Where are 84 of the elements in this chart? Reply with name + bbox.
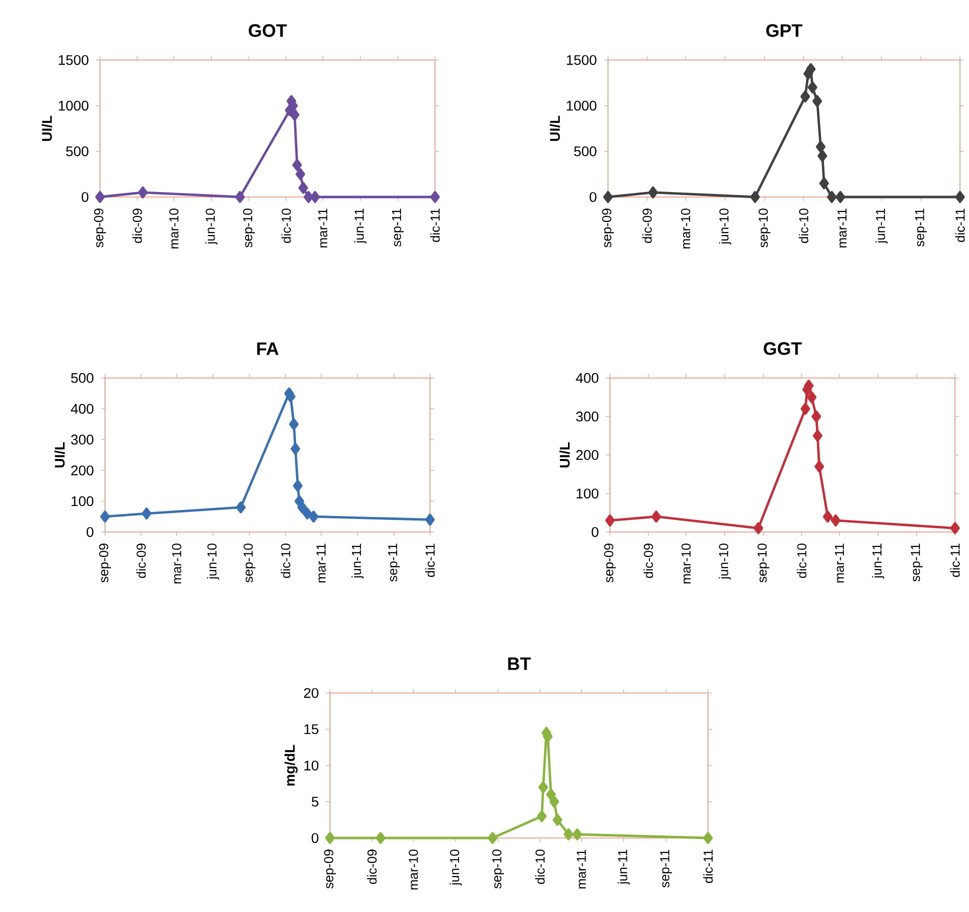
chart-title: GPT: [766, 24, 802, 37]
x-tick-label: sep-10: [243, 208, 255, 248]
y-tick-label: 400: [70, 404, 94, 414]
y-tick-label: 400: [576, 373, 598, 383]
y-tick-label: 0: [590, 192, 596, 202]
y-tick-label: 500: [71, 373, 94, 383]
x-tick-label: sep-09: [324, 850, 336, 888]
y-tick-label: 500: [66, 146, 88, 156]
x-tick-label: jun-10: [719, 208, 732, 245]
x-tick-label: sep-09: [94, 208, 106, 248]
y-tick-label: 0: [312, 833, 318, 843]
x-tick-label: dic-10: [280, 544, 290, 578]
chart-title: FA: [257, 342, 279, 355]
x-tick-label: jun-10: [450, 850, 462, 886]
x-tick-label: dic-11: [955, 208, 965, 242]
x-tick-label: sep-10: [244, 544, 256, 582]
x-tick-label: jun-11: [352, 544, 364, 579]
y-tick-label: 500: [574, 146, 596, 156]
y-tick-label: 10: [304, 760, 318, 770]
x-tick-label: mar-10: [172, 544, 182, 584]
x-tick-label: sep-10: [758, 544, 770, 582]
x-tick-label: jun-11: [875, 208, 888, 244]
x-tick-label: jun-10: [718, 544, 731, 580]
x-tick-label: dic-11: [950, 544, 960, 577]
x-tick-label: sep-11: [910, 544, 923, 582]
chart-title: BT: [508, 658, 531, 670]
y-tick-label: 1500: [58, 55, 88, 65]
x-tick-label: dic-10: [535, 850, 545, 884]
x-tick-label: sep-11: [915, 208, 927, 246]
x-tick-label: sep-09: [99, 544, 111, 582]
y-tick-label: 1000: [58, 100, 88, 111]
y-tick-label: 100: [72, 496, 94, 506]
x-tick-label: jun-11: [872, 544, 884, 579]
x-tick-label: dic-11: [703, 850, 713, 883]
x-tick-label: dic-09: [136, 544, 146, 578]
y-tick-label: 20: [304, 688, 318, 698]
y-tick-label: 1500: [566, 55, 596, 65]
x-tick-label: sep-11: [660, 850, 672, 888]
x-tick-label: dic-10: [796, 544, 806, 578]
x-tick-label: jun-10: [205, 208, 218, 245]
y-tick-label: 100: [576, 488, 598, 498]
y-tick-label: 1000: [566, 100, 596, 111]
x-tick-label: dic-09: [367, 850, 377, 884]
x-tick-label: mar-10: [169, 208, 178, 248]
y-axis-title: UI/L: [550, 116, 560, 141]
y-tick-label: 5: [312, 796, 318, 807]
y-axis-title: mg/dL: [284, 744, 298, 786]
chart-title: GOT: [248, 24, 287, 37]
x-tick-label: sep-11: [388, 544, 400, 582]
chart-title: GGT: [764, 342, 802, 355]
x-tick-label: mar-11: [316, 544, 326, 582]
x-tick-label: dic-10: [798, 208, 808, 243]
y-axis-title: UI/L: [42, 116, 52, 141]
x-tick-label: jun-10: [207, 544, 220, 580]
y-axis-title: UI/L: [54, 442, 65, 468]
x-tick-label: mar-11: [838, 208, 847, 248]
y-tick-label: 0: [592, 527, 598, 537]
y-tick-label: 0: [82, 192, 88, 202]
y-axis-title: UI/L: [559, 442, 570, 468]
x-tick-label: dic-10: [281, 208, 291, 243]
x-tick-label: dic-09: [642, 208, 652, 243]
x-tick-label: jun-11: [618, 850, 630, 885]
x-tick-label: jun-11: [354, 208, 366, 244]
x-tick-label: mar-10: [681, 544, 691, 584]
y-tick-label: 15: [304, 724, 318, 734]
x-tick-label: dic-09: [643, 544, 654, 578]
x-tick-label: sep-09: [604, 544, 616, 582]
x-tick-label: dic-11: [430, 208, 440, 242]
x-tick-label: sep-11: [392, 208, 404, 246]
y-tick-label: 300: [576, 412, 598, 422]
x-tick-label: sep-10: [492, 850, 504, 888]
x-tick-label: mar-11: [576, 850, 586, 888]
x-tick-label: sep-10: [758, 208, 770, 248]
x-tick-label: mar-11: [834, 544, 844, 582]
x-tick-label: sep-09: [602, 208, 614, 248]
y-tick-label: 200: [71, 465, 94, 476]
x-tick-label: mar-10: [408, 850, 418, 890]
x-tick-label: dic-09: [132, 208, 142, 243]
y-tick-label: 200: [576, 450, 598, 460]
x-tick-label: mar-10: [681, 208, 690, 248]
y-tick-label: 300: [71, 434, 94, 445]
y-tick-label: 0: [86, 527, 94, 537]
x-tick-label: dic-11: [425, 544, 435, 577]
x-tick-label: mar-11: [318, 208, 328, 248]
